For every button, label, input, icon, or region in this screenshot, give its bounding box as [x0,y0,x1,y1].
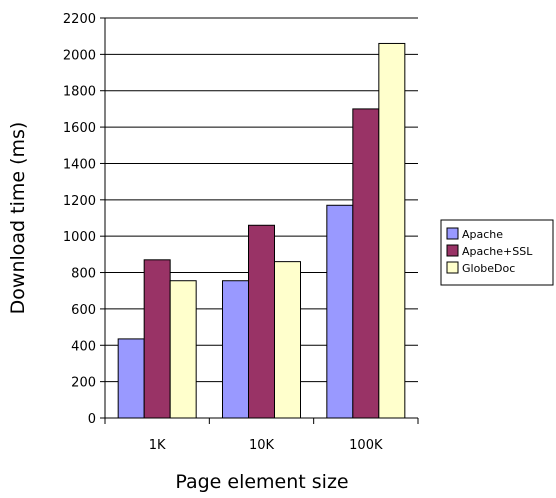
x-tick-label: 100K [349,438,383,453]
x-axis-ticks: 1K 10K 100K [104,418,419,453]
legend-swatch [446,227,459,240]
legend-label: Apache+SSL [462,245,533,258]
y-tick-label: 1800 [63,85,96,100]
x-tick-label: 10K [249,438,275,453]
bar-apache-ssl-1k [143,259,171,419]
y-tick-label: 2200 [63,12,96,27]
bar-apache-100k [326,204,354,419]
y-tick-label: 1200 [63,194,96,209]
legend: Apache Apache+SSL GlobeDoc [440,219,554,286]
y-tick-label: 0 [88,412,96,427]
legend-label: GlobeDoc [462,262,515,275]
y-tick-label: 200 [71,376,96,391]
bar-apache-ssl-100k [352,108,380,419]
y-tick-label: 1400 [63,157,96,172]
y-tick-label: 400 [71,339,96,354]
bars [117,42,406,419]
y-axis-title: Download time (ms) [7,122,29,315]
x-tick-label: 1K [149,438,166,453]
y-tick-label: 1000 [63,230,96,245]
legend-box [440,219,554,286]
legend-label: Apache [462,228,503,241]
y-tick-label: 600 [71,303,96,318]
bar-globedoc-100k [378,42,406,419]
bar-globedoc-10k [274,261,301,419]
legend-swatch [446,261,459,274]
bar-apache-1k [117,338,145,419]
y-tick-label: 800 [71,267,96,282]
y-axis-ticks: 0 200 400 600 800 1000 1200 1400 1600 1800 2000 220… [63,12,105,427]
bar-globedoc-1k [169,280,197,419]
y-tick-label: 1600 [63,121,96,136]
y-tick-label: 2000 [63,48,96,63]
x-axis-title: Page element size [175,471,348,493]
bar-apache-ssl-10k [248,224,275,419]
legend-swatch [446,244,459,257]
bar-apache-10k [222,280,249,419]
